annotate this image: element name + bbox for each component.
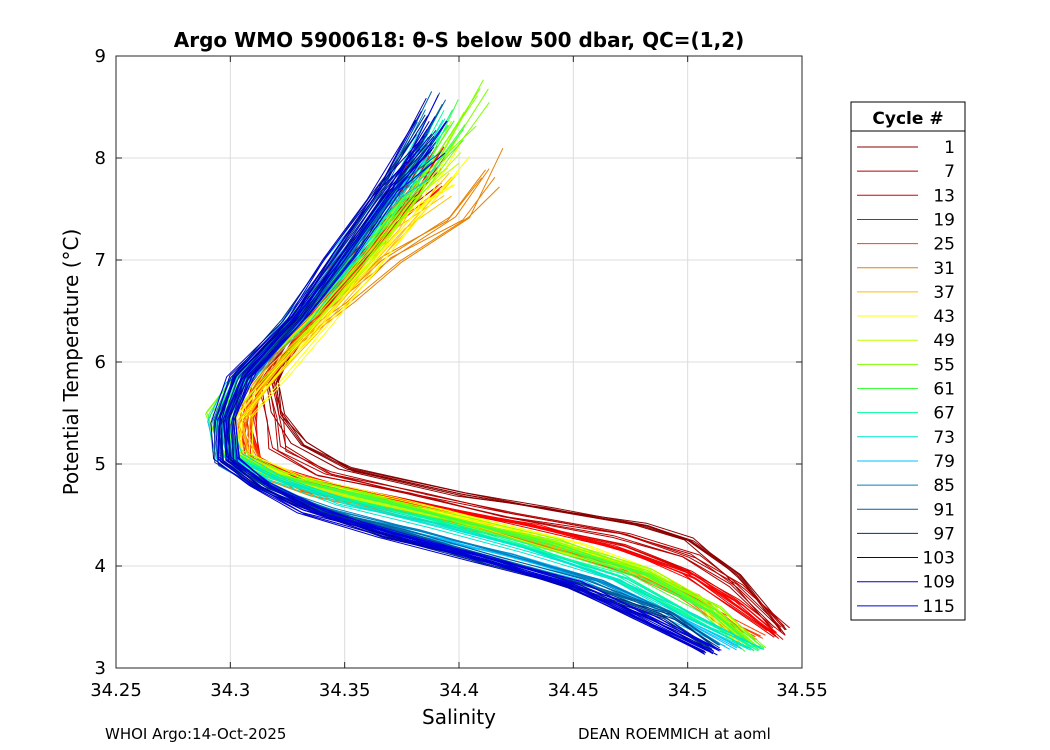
legend-label: 79 <box>933 452 955 472</box>
y-axis-label: Potential Temperature (°C) <box>59 229 83 496</box>
profile-line-cycle-109 <box>210 119 703 653</box>
profile-line-cycle-19 <box>250 140 776 634</box>
legend-title: Cycle # <box>872 109 943 129</box>
profile-curves <box>205 79 790 656</box>
y-tick-label: 8 <box>95 148 106 169</box>
profile-line-cycle-115 <box>235 152 720 650</box>
profile-line-cycle-73 <box>228 118 764 650</box>
x-tick-label: 34.35 <box>319 680 371 701</box>
footer-right: DEAN ROEMMICH at aoml <box>578 725 771 743</box>
profile-line-cycle-55 <box>216 79 761 650</box>
y-tick-label: 4 <box>95 556 106 577</box>
legend-label: 67 <box>933 404 955 424</box>
profile-line-cycle-31 <box>235 176 746 641</box>
x-tick-label: 34.3 <box>210 680 250 701</box>
y-tick-label: 7 <box>95 250 106 271</box>
legend-label: 85 <box>933 476 955 496</box>
profile-line-cycle-43 <box>251 155 758 644</box>
y-tick-label: 3 <box>95 658 106 679</box>
profile-line-cycle-115 <box>225 116 711 652</box>
footer-left: WHOI Argo:14-Oct-2025 <box>105 725 287 743</box>
legend-label: 37 <box>933 283 955 303</box>
x-axis-label: Salinity <box>422 705 496 729</box>
legend-label: 19 <box>933 210 955 230</box>
x-tick-label: 34.45 <box>548 680 600 701</box>
legend-label: 55 <box>933 355 955 375</box>
legend-items: 1 7 13 19 25 31 37 43 49 55 61 67 73 79 85 91 97 103 109 11… <box>857 138 955 617</box>
legend-label: 1 <box>944 138 955 158</box>
legend-label: 7 <box>944 162 955 182</box>
legend-label: 25 <box>933 235 955 255</box>
axis-ticks: 34.25 34.3 34.35 34.4 34.45 34.5 34.55 3 4 5 6 7 8 9 <box>90 46 828 701</box>
profile-line-cycle-109 <box>220 111 709 652</box>
legend-label: 43 <box>933 307 955 327</box>
profile-line-cycle-109 <box>223 128 714 651</box>
legend-label: 109 <box>923 573 955 593</box>
profile-line-cycle-73 <box>227 119 763 650</box>
profile-line-cycle-61 <box>221 128 760 651</box>
y-tick-label: 6 <box>95 352 106 373</box>
legend-label: 103 <box>923 549 955 569</box>
legend-label: 115 <box>923 597 955 617</box>
x-tick-label: 34.5 <box>668 680 708 701</box>
profile-line-cycle-115 <box>224 94 711 653</box>
legend-label: 73 <box>933 428 955 448</box>
x-tick-label: 34.4 <box>439 680 479 701</box>
legend-label: 61 <box>933 380 955 400</box>
y-tick-label: 9 <box>95 46 106 67</box>
legend-label: 13 <box>933 186 955 206</box>
x-tick-label: 34.55 <box>776 680 828 701</box>
profile-line-cycle-49 <box>233 111 749 649</box>
legend-label: 97 <box>933 524 955 544</box>
legend-label: 49 <box>933 331 955 351</box>
legend-label: 31 <box>933 259 955 279</box>
x-tick-label: 34.25 <box>90 680 142 701</box>
chart-title: Argo WMO 5900618: θ-S below 500 dbar, QC… <box>174 28 744 52</box>
legend: Cycle # 1 7 13 19 25 31 37 43 49 55 61 67 73 79 85 91 97… <box>850 101 966 621</box>
y-tick-label: 5 <box>95 454 106 475</box>
legend-label: 91 <box>933 500 955 520</box>
